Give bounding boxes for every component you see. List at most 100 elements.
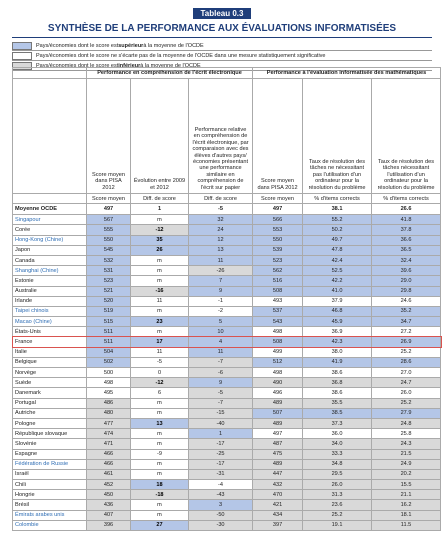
cell: 37.8 [371,224,442,236]
legend-swatch [12,51,32,60]
cell: 23 [130,316,189,328]
cell: 562 [252,265,304,277]
cell: 499 [252,346,304,358]
legend-strong: inférieur [118,62,141,69]
cell: 36.8 [302,377,373,389]
cell: 12 [187,234,254,246]
country-row: Autriche 480 m -15 507 38.5 27.9 [12,407,442,419]
cell: 502 [86,356,131,369]
country-row: Espagne 466 -9 -25 475 33.3 21.5 [12,448,442,460]
country-name: Canada [12,254,87,267]
cell: 487 [252,438,304,450]
cell: 32.4 [371,254,442,267]
blank-cell [12,192,87,205]
country-name: Slovénie [12,438,87,450]
cell: m [130,326,189,338]
cell: 508 [252,336,304,348]
cell: 32 [187,214,254,226]
cell: 26.9 [371,336,442,348]
unit-label: Score moyen [252,192,304,205]
country-row: Fédération de Russie 466 m -17 489 34.8 24.9 [12,458,442,470]
cell: 38.6 [302,366,373,379]
cell: 566 [252,214,304,226]
country-row: Émirats arabes unis 407 m -50 434 25.2 18.1 [12,509,442,521]
cell: 41.0 [302,285,373,297]
cell: 543 [252,316,304,328]
column-header: Évolution entre 2009 et 2012 [130,78,189,194]
cell: 25.8 [371,428,442,440]
cell: 523 [252,254,304,267]
cell: -2 [187,305,254,318]
cell: -12 [130,377,189,389]
cell: -26 [187,265,254,277]
cell: 55.2 [302,214,373,226]
cell: 25.2 [371,397,442,409]
cell: 553 [252,224,304,236]
group-header: Performance en compréhension de l'écrit … [85,67,254,79]
cell: -6 [187,366,254,379]
cell: 49.7 [302,234,373,246]
cell: 539 [252,244,304,256]
header-row: Score moyen dans PISA 2012 Évolution entr… [12,78,442,194]
cell: 477 [86,417,131,430]
legend-text: à la moyenne de l'OCDE [140,62,201,69]
cell: 5 [187,316,254,328]
cell: 15.5 [371,479,442,491]
country-row: France 511 17 4 508 42.3 26.9 [11,335,442,349]
country-name: Chili [12,479,87,491]
column-header: Taux de résolution des tâches ne nécessi… [302,78,373,194]
cell: 1 [130,203,189,216]
cell: -25 [187,448,254,460]
country-row: Hong-Kong (Chine) 550 35 12 550 49.7 36.6 [12,234,442,246]
cell: 26.0 [302,479,373,491]
cell: 42.3 [302,336,373,348]
cell: 550 [252,234,304,246]
cell: 507 [252,407,304,419]
cell: 434 [252,509,304,521]
cell: 10 [187,326,254,338]
country-name: Danemark [12,387,87,399]
cell: 29.5 [302,468,373,481]
cell: 567 [86,214,131,226]
cell: 37.9 [302,295,373,307]
country-name: Émirats arabes unis [12,509,87,521]
table-title: SYNTHÈSE DE LA PERFORMANCE AUX ÉVALUATIO… [12,21,432,38]
column-header: Score moyen dans PISA 2012 [86,78,131,194]
cell: 489 [252,417,304,430]
country-name: Fédération de Russie [12,458,87,470]
country-name: Hongrie [12,489,87,501]
cell: 521 [86,285,131,297]
country-row: Canada 532 m 11 523 42.4 32.4 [12,254,442,267]
cell: 6 [130,387,189,399]
cell: -1 [187,295,254,307]
cell: m [130,265,189,277]
table: Performance en compréhension de l'écrit … [11,67,442,532]
cell: 26 [130,244,189,256]
cell: 19.1 [302,519,373,532]
cell: 24.6 [371,295,442,307]
column-header: Score moyen dans PISA 2012 [252,78,304,194]
country-row: Taipei chinois 519 m -2 537 46.8 35.2 [12,305,442,318]
country-row: Irlande 520 11 -1 493 37.9 24.6 [12,295,442,307]
cell: m [130,428,189,440]
country-row: Portugal 486 m -7 489 35.5 25.2 [12,397,442,409]
cell: 1 [187,428,254,440]
cell: 490 [252,377,304,389]
cell: -12 [130,224,189,236]
cell: 34.0 [302,438,373,450]
country-name: Corée [12,224,87,236]
cell: 9 [187,285,254,297]
cell: 35 [130,234,189,246]
cell: m [130,397,189,409]
cell: 11 [187,346,254,358]
country-row: Shanghai (Chine) 531 m -26 562 52.5 39.6 [12,265,442,277]
cell: -30 [187,519,254,532]
cell: 498 [252,366,304,379]
cell: -5 [187,387,254,399]
cell: 38.5 [302,407,373,419]
country-row: Japon 545 26 13 539 47.8 36.5 [12,244,442,256]
cell: 496 [252,387,304,399]
cell: 13 [130,417,189,430]
cell: -7 [187,397,254,409]
cell: 397 [252,519,304,532]
